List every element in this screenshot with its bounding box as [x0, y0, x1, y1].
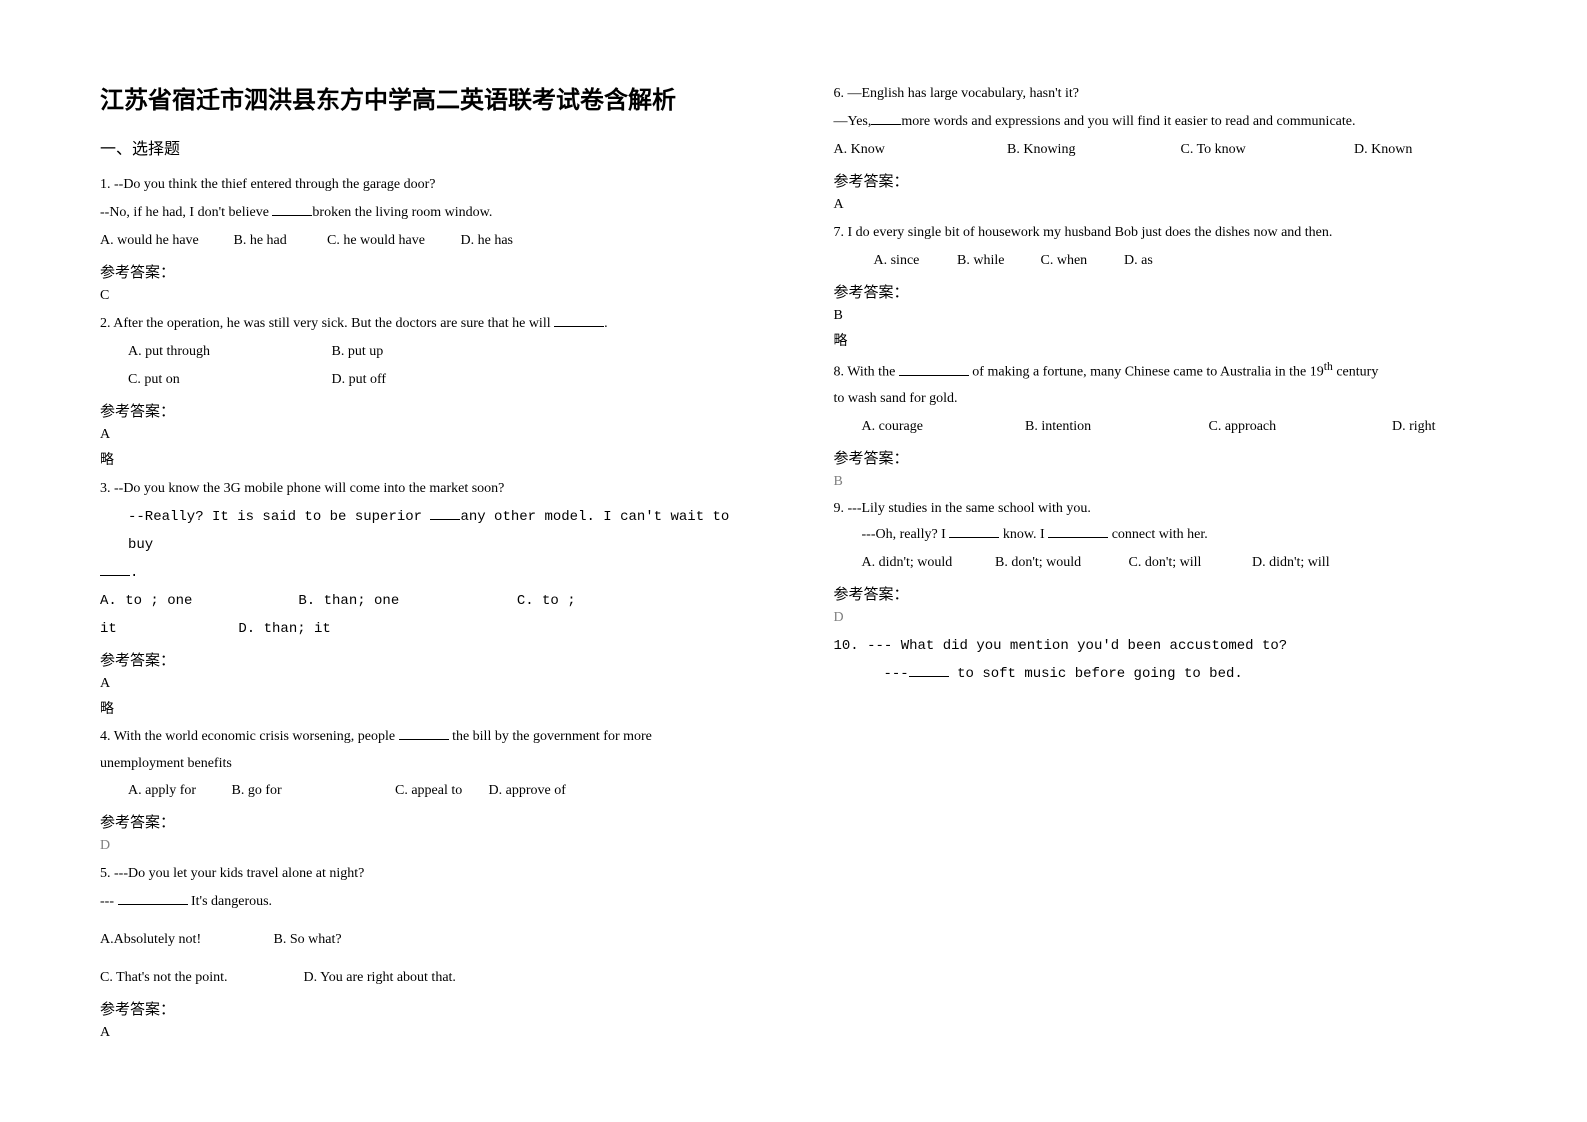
q3-line2: --Really? It is said to be superior any … — [100, 503, 754, 559]
q5-line1: 5. ---Do you let your kids travel alone … — [100, 860, 754, 888]
answer-label: 参考答案： — [100, 261, 754, 282]
q9-line1: 9. ---Lily studies in the same school wi… — [834, 496, 1488, 523]
q6-line2: —Yes,more words and expressions and you … — [834, 108, 1488, 136]
blank — [430, 506, 460, 520]
q4-options: A. apply for B. go for C. appeal to D. a… — [100, 777, 754, 805]
blank — [871, 111, 901, 125]
question-3: 3. --Do you know the 3G mobile phone wil… — [100, 475, 754, 718]
q10-line2: --- to soft music before going to bed. — [834, 660, 1488, 688]
q1-answer: C — [100, 288, 754, 304]
blank — [100, 562, 130, 576]
q1-line2: --No, if he had, I don't believe broken … — [100, 199, 754, 227]
question-2: 2. After the operation, he was still ver… — [100, 310, 754, 469]
question-7: 7. I do every single bit of housework my… — [834, 219, 1488, 350]
q8-stem: 8. With the of making a fortune, many Ch… — [834, 356, 1488, 386]
q8-options: A. courage B. intention C. approach D. r… — [834, 413, 1488, 441]
omit: 略 — [100, 698, 754, 718]
answer-label: 参考答案： — [834, 170, 1488, 191]
page-title: 江苏省宿迁市泗洪县东方中学高二英语联考试卷含解析 — [100, 80, 754, 115]
blank — [949, 525, 999, 539]
blank — [909, 663, 949, 677]
question-1: 1. --Do you think the thief entered thro… — [100, 171, 754, 304]
q3-options-row2: it D. than; it — [100, 615, 754, 643]
q4-stem-line2: unemployment benefits — [100, 751, 754, 778]
answer-label: 参考答案： — [100, 811, 754, 832]
q2-answer: A — [100, 427, 754, 443]
q6-line1: 6. —English has large vocabulary, hasn't… — [834, 80, 1488, 108]
q9-line2: ---Oh, really? I know. I connect with he… — [834, 522, 1488, 549]
q1-options: A. would he have B. he had C. he would h… — [100, 227, 754, 255]
q7-stem: 7. I do every single bit of housework my… — [834, 219, 1488, 247]
q5-answer: A — [100, 1025, 754, 1041]
q9-options: A. didn't; would B. don't; would C. don'… — [834, 549, 1488, 577]
question-8: 8. With the of making a fortune, many Ch… — [834, 356, 1488, 490]
q3-options-row1: A. to ; one B. than; one C. to ; — [100, 587, 754, 615]
q2-stem: 2. After the operation, he was still ver… — [100, 310, 754, 338]
q8-answer: B — [834, 474, 1488, 490]
blank — [899, 362, 969, 376]
question-6: 6. —English has large vocabulary, hasn't… — [834, 80, 1488, 213]
q3-line1: 3. --Do you know the 3G mobile phone wil… — [100, 475, 754, 503]
q7-answer: B — [834, 308, 1488, 324]
q3-answer: A — [100, 676, 754, 692]
q6-answer: A — [834, 197, 1488, 213]
q2-options-row2: C. put on D. put off — [100, 366, 754, 394]
blank — [1048, 525, 1108, 539]
q5-line2: --- It's dangerous. — [100, 888, 754, 916]
q2-options-row1: A. put through B. put up — [100, 338, 754, 366]
q4-stem: 4. With the world economic crisis worsen… — [100, 724, 754, 751]
question-4: 4. With the world economic crisis worsen… — [100, 724, 754, 854]
blank — [554, 313, 604, 327]
answer-label: 参考答案： — [834, 447, 1488, 468]
omit: 略 — [100, 449, 754, 469]
answer-label: 参考答案： — [834, 583, 1488, 604]
q10-line1: 10. --- What did you mention you'd been … — [834, 632, 1488, 660]
question-9: 9. ---Lily studies in the same school wi… — [834, 496, 1488, 626]
q3-line3: . — [100, 559, 754, 587]
q5-options-row2: C. That's not the point. D. You are righ… — [100, 964, 754, 992]
q4-answer: D — [100, 838, 754, 854]
q8-stem-line2: to wash sand for gold. — [834, 386, 1488, 413]
answer-label: 参考答案： — [100, 998, 754, 1019]
blank — [272, 202, 312, 216]
question-10: 10. --- What did you mention you'd been … — [834, 632, 1488, 688]
blank — [118, 892, 188, 906]
section-heading: 一、选择题 — [100, 135, 754, 159]
document-page: 江苏省宿迁市泗洪县东方中学高二英语联考试卷含解析 一、选择题 1. --Do y… — [0, 0, 1587, 1122]
q5-options-row1: A.Absolutely not! B. So what? — [100, 926, 754, 954]
answer-label: 参考答案： — [100, 400, 754, 421]
omit: 略 — [834, 330, 1488, 350]
blank — [399, 726, 449, 740]
answer-label: 参考答案： — [834, 281, 1488, 302]
q9-answer: D — [834, 610, 1488, 626]
q1-line1: 1. --Do you think the thief entered thro… — [100, 171, 754, 199]
q7-options: A. since B. while C. when D. as — [834, 247, 1488, 275]
q6-options: A. Know B. Knowing C. To know D. Known — [834, 136, 1488, 164]
answer-label: 参考答案： — [100, 649, 754, 670]
